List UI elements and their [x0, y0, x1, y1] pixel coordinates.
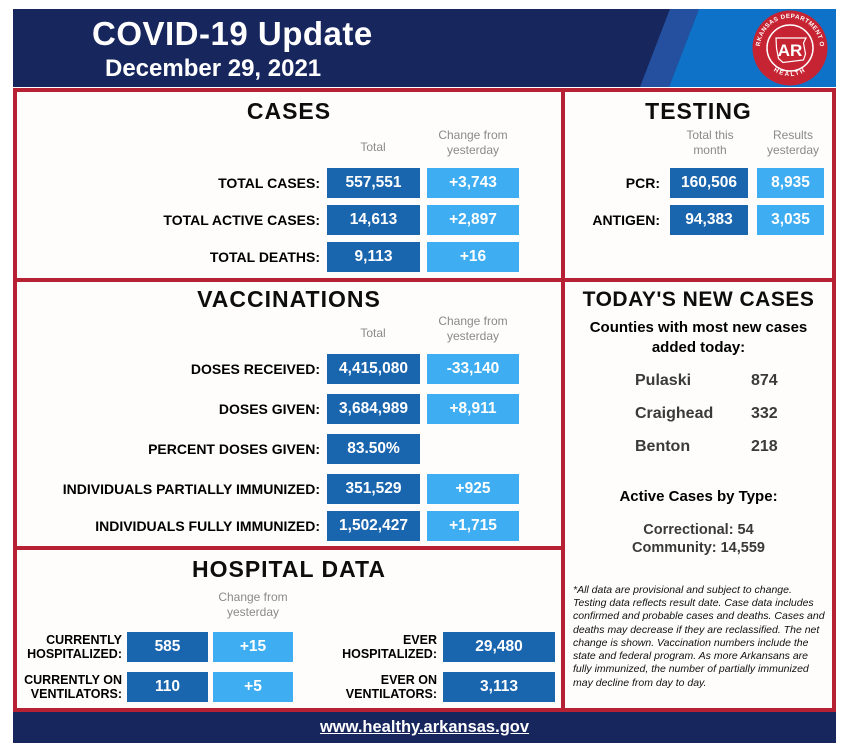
- vaccinations-panel: VACCINATIONS Total Change from yesterday…: [13, 278, 565, 550]
- arkansas-state-outline-icon: [775, 37, 807, 64]
- row-label: EVER HOSPITALIZED:: [342, 633, 437, 661]
- total-value-box: 351,529: [327, 474, 420, 504]
- change-value-box: -33,140: [427, 354, 519, 384]
- hospital-data-title: HOSPITAL DATA: [191, 556, 386, 582]
- counties-subtitle: Counties with most new cases added today…: [589, 319, 808, 357]
- row-label: INDIVIDUALS FULLY IMMUNIZED:: [95, 518, 320, 534]
- row-label: TOTAL DEATHS:: [209, 249, 320, 265]
- cases-column-header-change: Change from yesterday: [438, 128, 508, 157]
- change-value-box: +16: [427, 242, 519, 272]
- svg-text:HEALTH: HEALTH: [772, 66, 807, 78]
- change-value-box: +1,715: [427, 511, 519, 541]
- active-cases-community: Community: 14,559: [632, 540, 765, 556]
- testing-column-header-results: Results yesterday: [766, 128, 820, 157]
- active-cases-by-type-title: Active Cases by Type:: [619, 488, 778, 505]
- testing-panel: TESTING Total this month Results yesterd…: [561, 88, 836, 282]
- change-value-box: 3,035: [757, 205, 824, 235]
- total-value-box: 557,551: [327, 168, 420, 198]
- total-value-box: 1,502,427: [327, 511, 420, 541]
- row-antigen: ANTIGEN: 94,383 3,035: [565, 205, 832, 235]
- county-value: 874: [751, 372, 778, 389]
- website-link[interactable]: www.healthy.arkansas.gov: [319, 718, 530, 736]
- row-percent-doses-given: PERCENT DOSES GIVEN: 83.50%: [17, 434, 561, 464]
- data-disclaimer: *All data are provisional and subject to…: [573, 584, 825, 689]
- total-value-box: 3,684,989: [327, 394, 420, 424]
- county-value: 332: [751, 405, 778, 422]
- value-box: 585: [127, 632, 208, 662]
- row-total-active-cases: TOTAL ACTIVE CASES: 14,613 +2,897: [17, 205, 561, 235]
- todays-new-cases-panel: TODAY'S NEW CASES Counties with most new…: [561, 278, 836, 712]
- total-value-box: 94,383: [670, 205, 748, 235]
- county-value: 218: [751, 438, 778, 455]
- total-value-box: 9,113: [327, 242, 420, 272]
- health-dept-logo: ARKANSAS DEPARTMENT OF HEALTH AR: [752, 10, 828, 86]
- row-label: DOSES GIVEN:: [218, 401, 320, 417]
- county-name: Pulaski: [635, 372, 692, 389]
- row-total-cases: TOTAL CASES: 557,551 +3,743: [17, 168, 561, 198]
- row-label: DOSES RECEIVED:: [190, 361, 320, 377]
- vaccinations-title: VACCINATIONS: [197, 286, 381, 312]
- change-value-box: +925: [427, 474, 519, 504]
- cases-column-header-total: Total: [360, 140, 386, 154]
- county-row: Craighead 332: [565, 405, 832, 427]
- row-doses-received: DOSES RECEIVED: 4,415,080 -33,140: [17, 354, 561, 384]
- row-label: TOTAL CASES:: [218, 175, 320, 191]
- row-label: CURRENTLY HOSPITALIZED:: [27, 633, 122, 661]
- row-total-deaths: TOTAL DEATHS: 9,113 +16: [17, 242, 561, 272]
- county-name: Benton: [635, 438, 691, 455]
- county-row: Pulaski 874: [565, 372, 832, 394]
- total-value-box: 14,613: [327, 205, 420, 235]
- row-doses-given: DOSES GIVEN: 3,684,989 +8,911: [17, 394, 561, 424]
- change-value-box: +15: [213, 632, 293, 662]
- todays-new-cases-title: TODAY'S NEW CASES: [582, 288, 815, 311]
- total-value-box: 4,415,080: [327, 354, 420, 384]
- vaccinations-column-header-total: Total: [360, 326, 386, 340]
- report-title: COVID-19 Update: [92, 15, 373, 52]
- logo-monogram: AR: [778, 41, 803, 60]
- row-label: CURRENTLY ON VENTILATORS:: [24, 673, 122, 701]
- row-label: ANTIGEN:: [592, 212, 660, 228]
- vaccinations-column-header-change: Change from yesterday: [438, 314, 508, 343]
- row-currently-hospitalized: CURRENTLY HOSPITALIZED: 585 +15 EVER HOS…: [17, 632, 561, 662]
- county-row: Benton 218: [565, 438, 832, 460]
- row-label: PCR:: [625, 175, 660, 191]
- row-label: INDIVIDUALS PARTIALLY IMMUNIZED:: [62, 481, 320, 497]
- change-value-box: +8,911: [427, 394, 519, 424]
- report-date: December 29, 2021: [105, 55, 322, 82]
- hospital-data-panel: HOSPITAL DATA Change from yesterday CURR…: [13, 546, 565, 712]
- logo-arc-bottom-text: HEALTH: [772, 66, 806, 78]
- row-label: PERCENT DOSES GIVEN:: [148, 441, 320, 457]
- total-value-box: 160,506: [670, 168, 748, 198]
- value-box: 29,480: [443, 632, 555, 662]
- change-value-box: +2,897: [427, 205, 519, 235]
- row-fully-immunized: INDIVIDUALS FULLY IMMUNIZED: 1,502,427 +…: [17, 511, 561, 541]
- total-value-box: 83.50%: [327, 434, 420, 464]
- hospital-column-header-change: Change from yesterday: [218, 590, 288, 619]
- header-banner: COVID-19 Update December 29, 2021 ARKANS…: [13, 9, 836, 87]
- row-label: EVER ON VENTILATORS:: [345, 673, 437, 701]
- change-value-box: +5: [213, 672, 293, 702]
- value-box: 110: [127, 672, 208, 702]
- row-label: TOTAL ACTIVE CASES:: [163, 212, 320, 228]
- testing-column-header-month: Total this month: [686, 128, 734, 157]
- cases-title: CASES: [246, 98, 332, 124]
- row-currently-on-ventilators: CURRENTLY ON VENTILATORS: 110 +5 EVER ON…: [17, 672, 561, 702]
- change-value-box: +3,743: [427, 168, 519, 198]
- testing-title: TESTING: [645, 98, 752, 124]
- county-name: Craighead: [635, 405, 714, 422]
- cases-panel: CASES Total Change from yesterday TOTAL …: [13, 88, 565, 282]
- row-partially-immunized: INDIVIDUALS PARTIALLY IMMUNIZED: 351,529…: [17, 474, 561, 504]
- active-cases-correctional: Correctional: 54: [643, 522, 754, 538]
- value-box: 3,113: [443, 672, 555, 702]
- row-pcr: PCR: 160,506 8,935: [565, 168, 832, 198]
- change-value-box: 8,935: [757, 168, 824, 198]
- footer-bar: www.healthy.arkansas.gov: [13, 712, 836, 743]
